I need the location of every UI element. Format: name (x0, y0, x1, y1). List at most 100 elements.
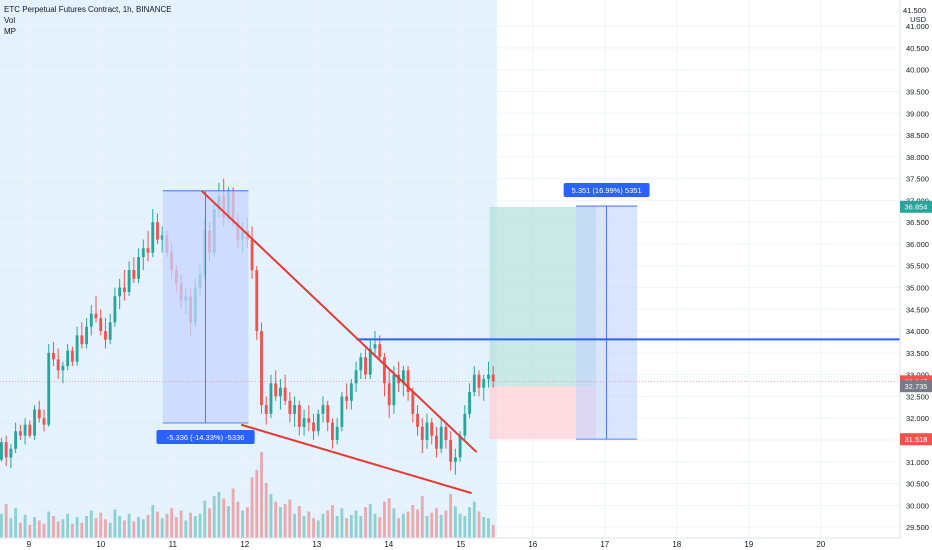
volume-bar (340, 508, 344, 538)
volume-bar (364, 507, 367, 538)
price-tick-label: 34.000 (906, 327, 929, 336)
time-tick-label: 15 (456, 540, 465, 549)
price-tick-label: 33.500 (906, 349, 929, 358)
volume-bar (279, 507, 282, 538)
candle-body (420, 426, 424, 440)
candle-body (401, 370, 405, 384)
candle-body (345, 396, 349, 401)
volume-bar (170, 508, 174, 538)
volume-bar (132, 521, 136, 538)
lower-trendline (240, 423, 472, 495)
candle-body (368, 348, 372, 375)
candle-body (340, 396, 344, 427)
volume-bar (345, 518, 349, 538)
volume-bar (449, 494, 453, 538)
candle-body (14, 431, 18, 449)
time-tick-label: 18 (672, 540, 681, 549)
drawings[interactable]: -5.336 (-14.33%) -5336 5.351 (16.99%) 535… (0, 183, 904, 495)
volume-bar (14, 508, 18, 538)
candle-body (316, 413, 320, 432)
price-tick-label: 30.000 (906, 501, 929, 510)
candle-body (80, 335, 84, 345)
candle-body (156, 222, 159, 240)
candle-body (449, 439, 453, 462)
candle-body (349, 383, 353, 401)
volume-bar (430, 512, 434, 538)
price-tick-label: 35.000 (906, 284, 929, 293)
price-tick-label: 34.500 (906, 305, 929, 314)
volume-bar (312, 518, 315, 538)
candle-body (99, 318, 103, 332)
price-tick-label: 40.000 (906, 66, 929, 75)
candle-body (354, 370, 358, 384)
volume-indicator-label[interactable]: Vol (4, 16, 16, 25)
candle-body (274, 383, 278, 397)
volume-bar (174, 517, 178, 538)
volume-bar (491, 524, 495, 538)
volume-bar (122, 520, 126, 538)
volume-bar (245, 507, 249, 538)
candle-body (104, 331, 107, 340)
volume-bar (331, 505, 334, 538)
volume-bar (401, 513, 405, 538)
candle-body (411, 392, 415, 414)
currency-unit[interactable]: USD (910, 15, 926, 24)
volume-bar (217, 491, 221, 538)
candle-body (66, 350, 70, 366)
volume-bar (387, 498, 391, 538)
time-tick-label: 14 (384, 540, 393, 549)
chart-legend: ETC Perpetual Futures Contract, 1h, BINA… (4, 4, 172, 37)
volume-bar (288, 499, 292, 538)
candle-body (9, 448, 13, 458)
candle-body (439, 426, 443, 449)
volume-bar (222, 498, 226, 538)
candle-body (444, 426, 448, 440)
volume-bar (179, 510, 183, 538)
volume-bar (42, 523, 46, 538)
volume-bar (18, 522, 22, 538)
candle-body (425, 422, 429, 440)
price-tick-label: 30.500 (906, 480, 929, 489)
candle-body (75, 335, 79, 362)
candle-body (297, 405, 301, 427)
candle-body (392, 374, 396, 406)
volume-bar (477, 511, 481, 538)
volume-bar (0, 513, 3, 538)
candle-body (160, 235, 164, 240)
volume-bar (80, 522, 84, 538)
volume-bar (226, 506, 230, 538)
volume-bar (316, 520, 320, 538)
volume-bar (113, 509, 117, 538)
time-tick-label: 10 (96, 540, 105, 549)
volume-bar (283, 503, 287, 538)
volume-bar (482, 517, 486, 538)
mp-indicator-label[interactable]: MP (4, 27, 16, 36)
price-tick-label: 39.500 (906, 87, 929, 96)
candle-body (468, 392, 471, 414)
price-tick-label: 37.500 (906, 175, 929, 184)
candle-body (47, 352, 51, 425)
volume-bar (468, 507, 471, 538)
candle-body (435, 435, 438, 449)
measure-down-label: -5.336 (-14.33%) -5336 (167, 433, 245, 442)
symbol-title[interactable]: ETC Perpetual Futures Contract, 1h, BINA… (4, 5, 172, 14)
volume-bar (420, 496, 424, 538)
volume-bar (165, 513, 169, 538)
volume-bar (453, 506, 457, 538)
volume-bar (302, 516, 306, 538)
measure-up-label-box (563, 183, 650, 198)
price-tick-label: 38.500 (906, 131, 929, 140)
volume-bar (297, 506, 301, 538)
candle-body (288, 400, 292, 414)
candle-body (416, 413, 419, 427)
candle-body (453, 457, 457, 462)
time-tick-label: 11 (169, 540, 178, 549)
volume-bar (274, 501, 278, 538)
candle-body (151, 222, 155, 253)
volume-bar (392, 508, 396, 538)
candle-body (89, 313, 93, 327)
candle-body (321, 405, 325, 414)
volume-bar (321, 513, 325, 538)
candle-body (56, 359, 60, 371)
